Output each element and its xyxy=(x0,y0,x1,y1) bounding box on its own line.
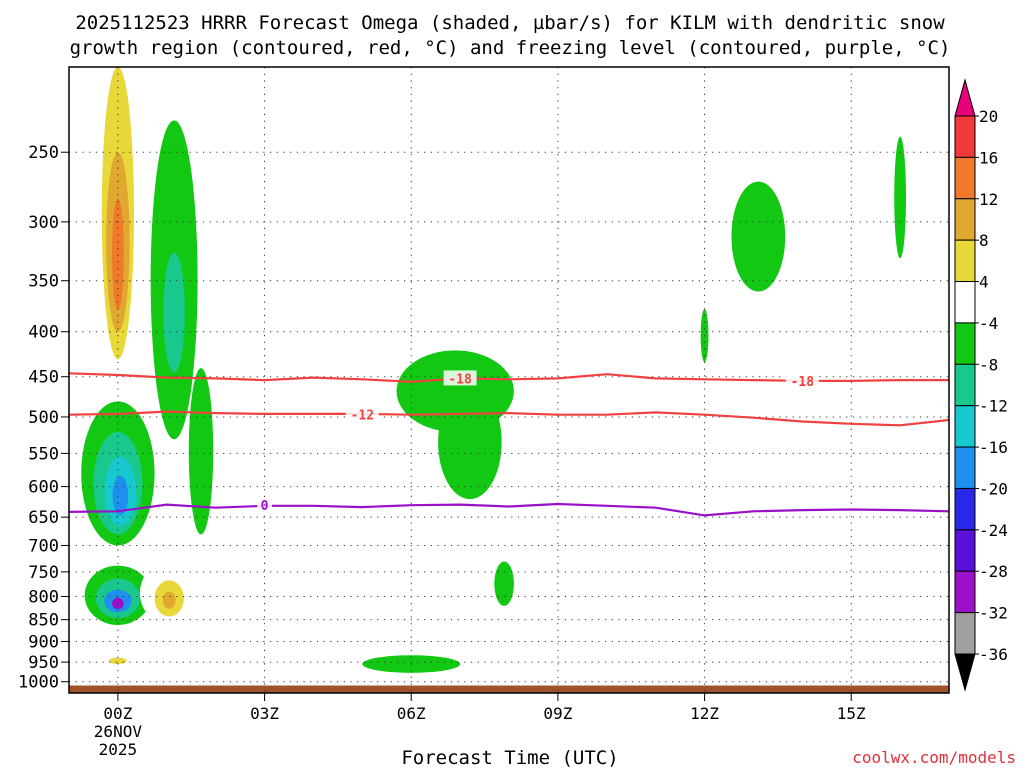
omega-region xyxy=(348,326,367,450)
omega-region xyxy=(112,475,129,516)
contour-label: -12 xyxy=(351,409,374,424)
colorbar-label: -16 xyxy=(979,438,1008,457)
omega-region xyxy=(188,368,214,535)
contour-label: 0 xyxy=(261,499,269,514)
freezing-level-contour xyxy=(69,502,949,517)
omega-region xyxy=(109,657,127,665)
omega-region xyxy=(438,385,502,500)
y-tick-label: 950 xyxy=(28,653,59,673)
colorbar-label: -4 xyxy=(979,314,998,333)
chart-title-line1: 2025112523 HRRR Forecast Omega (shaded, … xyxy=(75,12,945,34)
colorbar-segment xyxy=(954,115,976,158)
y-tick-label: 300 xyxy=(28,213,59,233)
omega-region xyxy=(163,252,185,373)
y-tick-label: 450 xyxy=(28,368,59,388)
colorbar-segment xyxy=(954,612,976,655)
contour-label: -18 xyxy=(448,372,472,387)
y-tick-label: 500 xyxy=(28,408,59,428)
colorbar-segment xyxy=(954,570,976,614)
colorbar-label: 4 xyxy=(979,273,989,292)
colorbar-label: 8 xyxy=(979,231,989,250)
plot-frame xyxy=(68,66,950,694)
colorbar-segment xyxy=(954,281,976,324)
omega-region xyxy=(205,647,265,661)
colorbar-label: -20 xyxy=(979,479,1008,498)
colorbar-label: -12 xyxy=(979,397,1008,416)
omega-region xyxy=(548,296,568,398)
omega-region xyxy=(746,301,771,402)
colorbar-segment xyxy=(954,487,976,531)
x-tick-label: 12Z xyxy=(690,704,719,723)
omega-region xyxy=(494,561,514,606)
colorbar-label: 16 xyxy=(979,148,998,167)
contour-label-bg xyxy=(257,497,273,513)
colorbar-arrow-bottom xyxy=(954,653,976,692)
colorbar-label: 12 xyxy=(979,190,998,209)
contour-label-bg xyxy=(785,372,819,388)
omega-region xyxy=(724,595,940,647)
colorbar-label: -24 xyxy=(979,521,1008,540)
colorbar-label: -32 xyxy=(979,604,1008,623)
omega-region xyxy=(731,181,786,292)
colorbar-segment xyxy=(954,322,976,365)
x-tick-label: 06Z xyxy=(397,704,426,723)
dgz-lower-contour xyxy=(69,410,949,427)
x-tick-label: 03Z xyxy=(250,704,279,723)
contour-label: -18 xyxy=(791,375,815,390)
omega-region xyxy=(945,152,949,196)
ground-strip xyxy=(69,685,949,693)
omega-region xyxy=(894,136,906,259)
credit-text: coolwx.com/models xyxy=(852,748,1016,767)
y-tick-label: 700 xyxy=(28,536,59,556)
colorbar: 20 16 12 8 4 -4 -8 -12 -16 -20 -24 -28 -32 -36 xyxy=(954,78,1008,692)
y-tick-label: 900 xyxy=(28,632,59,652)
colorbar-segment xyxy=(954,446,976,489)
y-tick-label: 650 xyxy=(28,508,59,528)
y-tick-label: 1000 xyxy=(18,673,59,693)
chart-title-line2: growth region (contoured, red, °C) and f… xyxy=(70,37,951,59)
omega-region xyxy=(112,198,124,311)
colorbar-segment xyxy=(954,198,976,241)
colorbar-label: -28 xyxy=(979,562,1008,581)
colorbar-label: -36 xyxy=(979,645,1008,664)
contour-label-bg xyxy=(443,370,477,386)
y-tick-label: 850 xyxy=(28,611,59,631)
colorbar-segment xyxy=(954,405,976,448)
contour-label-bg xyxy=(345,406,379,422)
x-tick-label: 00Z xyxy=(103,704,132,723)
colorbar-segment xyxy=(954,529,976,572)
x-date-label: 26NOV xyxy=(94,722,143,741)
colorbar-label: -8 xyxy=(979,355,998,374)
y-tick-label: 400 xyxy=(28,323,59,343)
y-tick-label: 600 xyxy=(28,478,59,498)
y-tick-label: 550 xyxy=(28,444,59,464)
colorbar-label: 20 xyxy=(979,107,998,126)
x-date-label: 2025 xyxy=(99,740,138,759)
y-tick-label: 250 xyxy=(28,143,59,163)
y-tick-label: 800 xyxy=(28,587,59,607)
x-tick-label: 09Z xyxy=(543,704,572,723)
omega-region xyxy=(628,617,673,644)
x-axis-label: Forecast Time (UTC) xyxy=(401,747,618,768)
y-tick-label: 350 xyxy=(28,272,59,292)
colorbar-segment xyxy=(954,239,976,283)
colorbar-segment xyxy=(954,156,976,200)
colorbar-segment xyxy=(954,363,976,407)
y-tick-label: 750 xyxy=(28,563,59,583)
omega-region xyxy=(162,591,176,609)
x-tick-label: 15Z xyxy=(837,704,866,723)
